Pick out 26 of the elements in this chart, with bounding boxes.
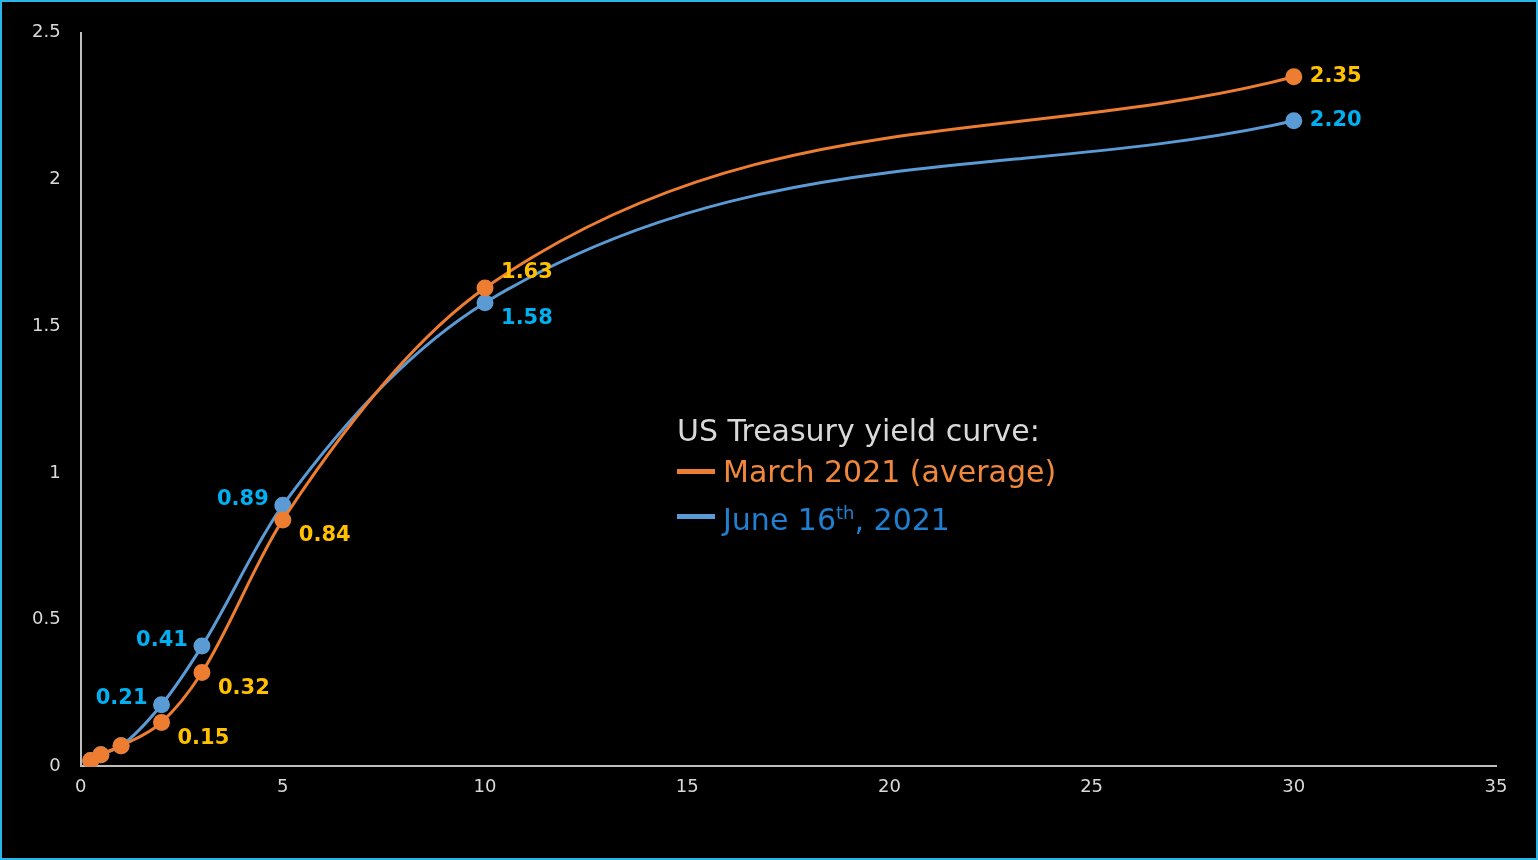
data-label: 0.84 bbox=[298, 522, 351, 547]
y-tick-label: 2.5 bbox=[31, 20, 61, 42]
data-label: 2.35 bbox=[1309, 63, 1362, 88]
x-tick-label: 25 bbox=[1080, 774, 1104, 796]
data-label: 1.58 bbox=[501, 305, 553, 330]
x-tick-label: 30 bbox=[1282, 774, 1306, 796]
data-label: 0.15 bbox=[177, 724, 230, 749]
x-tick-label: 35 bbox=[1484, 774, 1508, 796]
data-label: 0.41 bbox=[136, 626, 188, 651]
x-tick-label: 20 bbox=[877, 774, 901, 796]
data-label: 2.20 bbox=[1309, 107, 1362, 132]
y-tick-label: 2 bbox=[49, 167, 61, 189]
legend-label: March 2021 (average) bbox=[723, 453, 1057, 491]
data-label: 0.89 bbox=[216, 485, 269, 510]
data-label: 0.21 bbox=[95, 685, 148, 710]
legend-title: US Treasury yield curve: bbox=[677, 412, 1041, 450]
y-tick-label: 1 bbox=[49, 460, 61, 482]
legend-label: June 16$^{th}$, 2021 bbox=[723, 501, 950, 539]
x-tick-label: 0 bbox=[74, 774, 87, 796]
y-tick-label: 0.5 bbox=[31, 607, 61, 629]
x-tick-label: 5 bbox=[277, 774, 289, 796]
y-tick-label: 1.5 bbox=[31, 313, 61, 335]
y-tick-label: 0 bbox=[49, 754, 61, 776]
data-label: 0.32 bbox=[217, 674, 270, 699]
x-tick-label: 15 bbox=[675, 774, 699, 796]
x-tick-label: 10 bbox=[473, 774, 497, 796]
